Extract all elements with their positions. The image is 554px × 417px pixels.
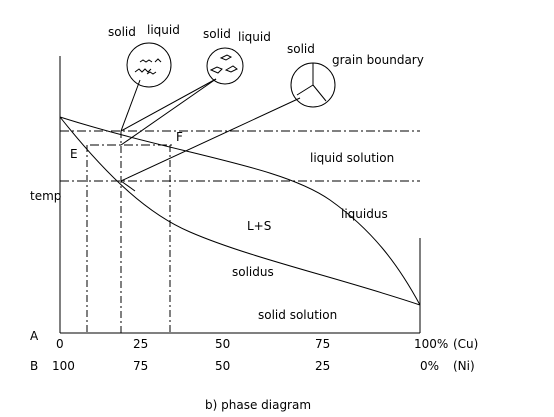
- leader-line-1: [120, 79, 141, 132]
- diagram-caption: b) phase diagram: [205, 398, 311, 412]
- row-a-label: A: [30, 329, 39, 343]
- microstructure-bubble-1: [126, 42, 172, 88]
- solidus-label: solidus: [232, 265, 274, 279]
- row-b-tick: 50: [215, 359, 230, 373]
- row-b-tick: 25: [315, 359, 330, 373]
- row-a-tick: 75: [315, 337, 330, 351]
- bubble-3-solid-label: solid: [287, 42, 315, 56]
- microstructure-bubble-2: [206, 47, 244, 85]
- row-a-tick: 50: [215, 337, 230, 351]
- row-a-tick: 25: [133, 337, 148, 351]
- solidus-curve: [59, 116, 421, 306]
- leader-line-2a: [120, 78, 217, 132]
- bubble-1-liquid-label: liquid: [147, 23, 180, 37]
- point-e-label: E: [70, 147, 78, 161]
- row-b-label: B: [30, 359, 38, 373]
- liquid-solution-label: liquid solution: [310, 151, 394, 165]
- bubble-2-solid-label: solid: [203, 27, 231, 41]
- row-b-tick: 0%: [420, 359, 439, 373]
- leader-line-3a: [120, 97, 301, 182]
- solid-solution-label: solid solution: [258, 308, 337, 322]
- row-b-unit: (Ni): [453, 359, 475, 373]
- two-phase-region-label: L+S: [247, 219, 271, 233]
- row-b-tick: 100: [52, 359, 75, 373]
- bubble-3-grain-boundary-label: grain boundary: [332, 53, 424, 67]
- row-b-tick: 75: [133, 359, 148, 373]
- leader-line-3b: [120, 180, 136, 192]
- bubble-2-liquid-label: liquid: [238, 30, 271, 44]
- bubble-1-solid-label: solid: [108, 25, 136, 39]
- liquidus-curve: [59, 116, 421, 306]
- row-a-tick: 100%: [414, 337, 448, 351]
- row-a-tick: 0: [56, 337, 64, 351]
- row-a-unit: (Cu): [453, 337, 478, 351]
- leader-line-2b: [120, 78, 217, 146]
- y-axis-label: temp: [30, 189, 61, 203]
- point-f-label: F: [176, 130, 183, 144]
- microstructure-bubble-3: [290, 62, 336, 108]
- liquidus-label: liquidus: [341, 207, 388, 221]
